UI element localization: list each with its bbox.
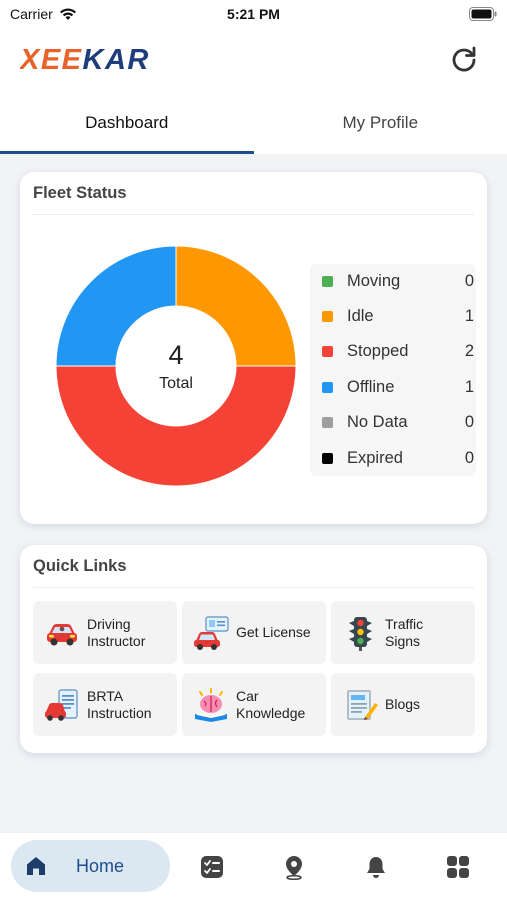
refresh-icon[interactable]: [449, 44, 479, 74]
legend-label: Offline: [347, 378, 395, 396]
total-count: 4: [168, 340, 184, 370]
quick-link-car-knowledge[interactable]: Car Knowledge: [182, 673, 326, 736]
legend-item-stopped[interactable]: Stopped 2: [310, 334, 476, 369]
legend-value: 1: [464, 378, 474, 396]
legend-value: 0: [464, 449, 474, 467]
legend-value: 0: [464, 413, 474, 431]
legend-value: 2: [464, 342, 474, 360]
fleet-legend: Moving 0 Idle 1 Stopped 2 Offline 1 No D…: [310, 264, 476, 476]
donut-slice-stopped[interactable]: [56, 365, 296, 486]
quick-link-label: BRTA Instruction: [87, 687, 152, 721]
donut-slice-idle[interactable]: [175, 246, 296, 367]
quick-links-card: Quick Links Driving Instructor: [20, 545, 487, 753]
donut-slice-offline[interactable]: [56, 246, 177, 367]
quick-link-traffic-signs[interactable]: Traffic Signs: [331, 601, 475, 664]
location-pin-icon[interactable]: [281, 854, 307, 880]
quick-link-label: Driving Instructor: [87, 615, 146, 649]
legend-item-moving[interactable]: Moving 0: [310, 264, 476, 299]
legend-item-offline[interactable]: Offline 1: [310, 370, 476, 405]
carrier-label: Carrier: [10, 6, 53, 22]
total-label: Total: [159, 375, 193, 392]
legend-label: Stopped: [347, 342, 409, 360]
nav-home-button[interactable]: Home: [11, 840, 170, 892]
legend-swatch: [322, 417, 333, 428]
home-icon: [27, 857, 45, 875]
quick-link-driving-instructor[interactable]: Driving Instructor: [33, 601, 177, 664]
brain-book-icon: [195, 687, 227, 722]
divider: [33, 214, 474, 215]
legend-value: 0: [464, 272, 474, 290]
quick-link-label: Car Knowledge: [236, 687, 306, 721]
legend-label: Moving: [347, 272, 401, 290]
legend-item-idle[interactable]: Idle 1: [310, 299, 476, 334]
tab-dashboard[interactable]: Dashboard: [0, 92, 254, 154]
carrier-indicator: Carrier: [10, 6, 77, 22]
legend-label: No Data: [347, 413, 408, 431]
legend-item-no-data[interactable]: No Data 0: [310, 405, 476, 440]
quick-links-title: Quick Links: [33, 557, 127, 575]
quick-link-label: Get License: [236, 624, 311, 640]
xeekar-logo: XEEKAR: [20, 44, 150, 76]
traffic-light-icon: [349, 616, 372, 651]
bottom-navigation: Home: [0, 832, 507, 900]
wifi-icon: [59, 8, 76, 20]
document-car-icon: [45, 688, 78, 721]
legend-label: Expired: [347, 449, 403, 467]
legend-value: 1: [464, 307, 474, 325]
quick-link-get-license[interactable]: Get License: [182, 601, 326, 664]
tab-bar: Dashboard My Profile: [0, 92, 507, 154]
status-bar: Carrier 5:21 PM: [0, 0, 507, 30]
bell-icon[interactable]: [363, 854, 389, 880]
fleet-status-title: Fleet Status: [33, 184, 127, 202]
checklist-icon[interactable]: [199, 854, 225, 880]
quick-link-label: Traffic Signs: [385, 615, 424, 649]
divider: [33, 587, 474, 588]
legend-item-expired[interactable]: Expired 0: [310, 441, 476, 476]
legend-swatch: [322, 453, 333, 464]
tab-my-profile-label: My Profile: [342, 113, 419, 132]
dashboard-content: Fleet Status 4 Total Moving 0 Idle 1 Sto…: [0, 154, 507, 832]
legend-swatch: [322, 311, 333, 322]
app-header: XEEKAR: [0, 30, 507, 92]
quick-link-brta-instruction[interactable]: BRTA Instruction: [33, 673, 177, 736]
quick-link-label: Blogs: [385, 696, 421, 712]
nav-home-label: Home: [76, 855, 125, 876]
legend-label: Idle: [347, 307, 374, 325]
tab-dashboard-label: Dashboard: [85, 113, 169, 132]
legend-swatch: [322, 346, 333, 357]
blog-pencil-icon: [347, 689, 378, 720]
fleet-status-card: Fleet Status 4 Total Moving 0 Idle 1 Sto…: [20, 172, 487, 524]
red-car-icon: [47, 623, 77, 645]
license-car-icon: [194, 615, 229, 650]
legend-swatch: [322, 276, 333, 287]
legend-swatch: [322, 382, 333, 393]
battery-icon: [469, 7, 497, 21]
fleet-status-donut-chart[interactable]: [56, 246, 296, 486]
grid-icon[interactable]: [445, 854, 471, 880]
quick-link-blogs[interactable]: Blogs: [331, 673, 475, 736]
tab-my-profile[interactable]: My Profile: [254, 92, 507, 154]
clock: 5:21 PM: [227, 6, 280, 22]
svg-text:XEEKAR: XEEKAR: [20, 44, 150, 76]
